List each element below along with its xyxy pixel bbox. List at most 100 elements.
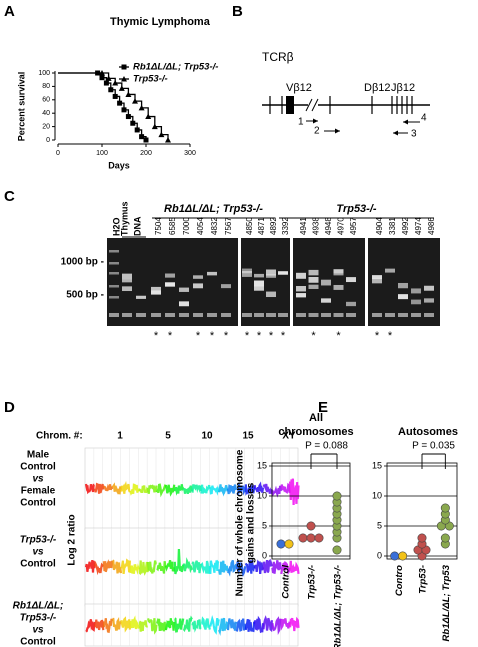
arrow-head — [403, 119, 408, 125]
cgh-trace — [244, 484, 256, 496]
cgh-trace — [235, 561, 247, 577]
cgh-trace — [112, 617, 122, 631]
cgh-trace — [102, 483, 114, 492]
legend-marker — [121, 76, 127, 82]
row-label: vs — [32, 474, 44, 485]
sample-label: 4948 — [324, 217, 333, 235]
cgh-trace — [209, 559, 220, 574]
dot — [306, 533, 316, 543]
asterisk: * — [269, 330, 274, 342]
band — [193, 283, 203, 289]
cgh-trace — [209, 615, 220, 635]
dot — [332, 491, 342, 501]
band — [221, 313, 231, 317]
chrom-label: 5 — [165, 431, 171, 442]
cgh-trace — [191, 560, 202, 574]
cgh-trace — [85, 619, 96, 633]
cgh-trace — [289, 478, 300, 506]
arrow-head — [393, 130, 398, 136]
survival-point — [112, 80, 119, 86]
band — [266, 269, 276, 276]
band — [385, 313, 395, 317]
cgh-trace — [84, 560, 96, 573]
survival-point — [139, 134, 145, 140]
cgh-trace — [93, 560, 105, 576]
dot — [284, 539, 294, 549]
survival-point — [103, 80, 109, 86]
band — [266, 291, 276, 298]
cgh-trace — [253, 481, 265, 494]
survival-point — [118, 85, 125, 91]
cgh-trace — [253, 559, 265, 574]
group-label: Rb1ΔL/ΔL; Trp53-/- — [164, 203, 263, 215]
survival-point — [151, 123, 158, 130]
legend-marker — [121, 64, 127, 70]
asterisk: * — [210, 330, 215, 342]
band — [372, 275, 382, 280]
band — [296, 313, 306, 317]
v-segment — [286, 96, 294, 114]
band — [308, 276, 319, 283]
y-tick-label: 20 — [42, 123, 50, 130]
survival-point — [112, 93, 118, 99]
segment-label: Dβ12 — [364, 82, 391, 94]
asterisk: * — [224, 330, 229, 342]
band — [398, 294, 408, 300]
dot — [440, 503, 450, 513]
sample-label: 4970 — [337, 217, 346, 235]
band — [411, 299, 421, 305]
legend-label: Trp53-/- — [133, 74, 168, 85]
band — [296, 272, 306, 279]
cgh-trace — [156, 483, 167, 498]
asterisk: * — [281, 330, 286, 342]
cgh-trace — [173, 548, 185, 575]
y-tick-label: 40 — [42, 110, 50, 117]
row-label: Trp53-/- — [20, 535, 57, 546]
y-tick-label: 15 — [372, 460, 382, 470]
survival-point — [108, 87, 114, 93]
band — [254, 280, 264, 287]
cgh-trace — [191, 484, 202, 494]
panel-letter: C — [4, 188, 15, 205]
band — [308, 284, 319, 289]
band — [179, 313, 189, 317]
lane-label: Thymus — [119, 201, 129, 236]
chrom-label: XY — [282, 431, 296, 442]
annotation: P = 0.088 — [305, 441, 348, 452]
dot — [398, 551, 408, 561]
row-label: vs — [32, 547, 44, 558]
y-axis-label: Log 2 ratio — [67, 514, 78, 565]
y-tick-label: 5 — [262, 520, 267, 530]
y-tick-label: 60 — [42, 97, 50, 104]
band — [278, 313, 288, 317]
group-label: Trp53-/- — [336, 203, 376, 215]
lane-label: DNA — [132, 216, 142, 236]
survival-point — [99, 70, 105, 76]
y-tick-label: 0 — [262, 550, 267, 560]
band — [333, 313, 344, 317]
cgh-trace — [164, 618, 176, 631]
cgh-trace — [226, 559, 238, 577]
cgh-trace — [191, 619, 202, 633]
sample-label: 3392 — [281, 217, 290, 235]
asterisk: * — [154, 330, 159, 342]
cgh-trace — [235, 618, 247, 632]
ladder-band — [109, 250, 119, 253]
cgh-trace — [218, 617, 229, 636]
size-marker: 1000 bp - — [61, 257, 104, 268]
chart-title: Autosomes — [398, 426, 458, 438]
asterisk: * — [245, 330, 250, 342]
panel-letter: E — [318, 399, 328, 416]
sample-label: 3381 — [388, 217, 397, 235]
cgh-trace — [262, 615, 273, 633]
primer-label: 1 — [298, 117, 304, 128]
cgh-trace — [226, 484, 238, 495]
cgh-trace — [280, 482, 291, 494]
x-tick-label: 300 — [184, 150, 196, 157]
primer-label: 3 — [411, 129, 417, 140]
band — [242, 270, 252, 277]
band — [179, 301, 189, 307]
x-tick-label: Rb1ΔL/ΔL; Trp53-/- — [333, 565, 344, 647]
band — [278, 271, 288, 275]
